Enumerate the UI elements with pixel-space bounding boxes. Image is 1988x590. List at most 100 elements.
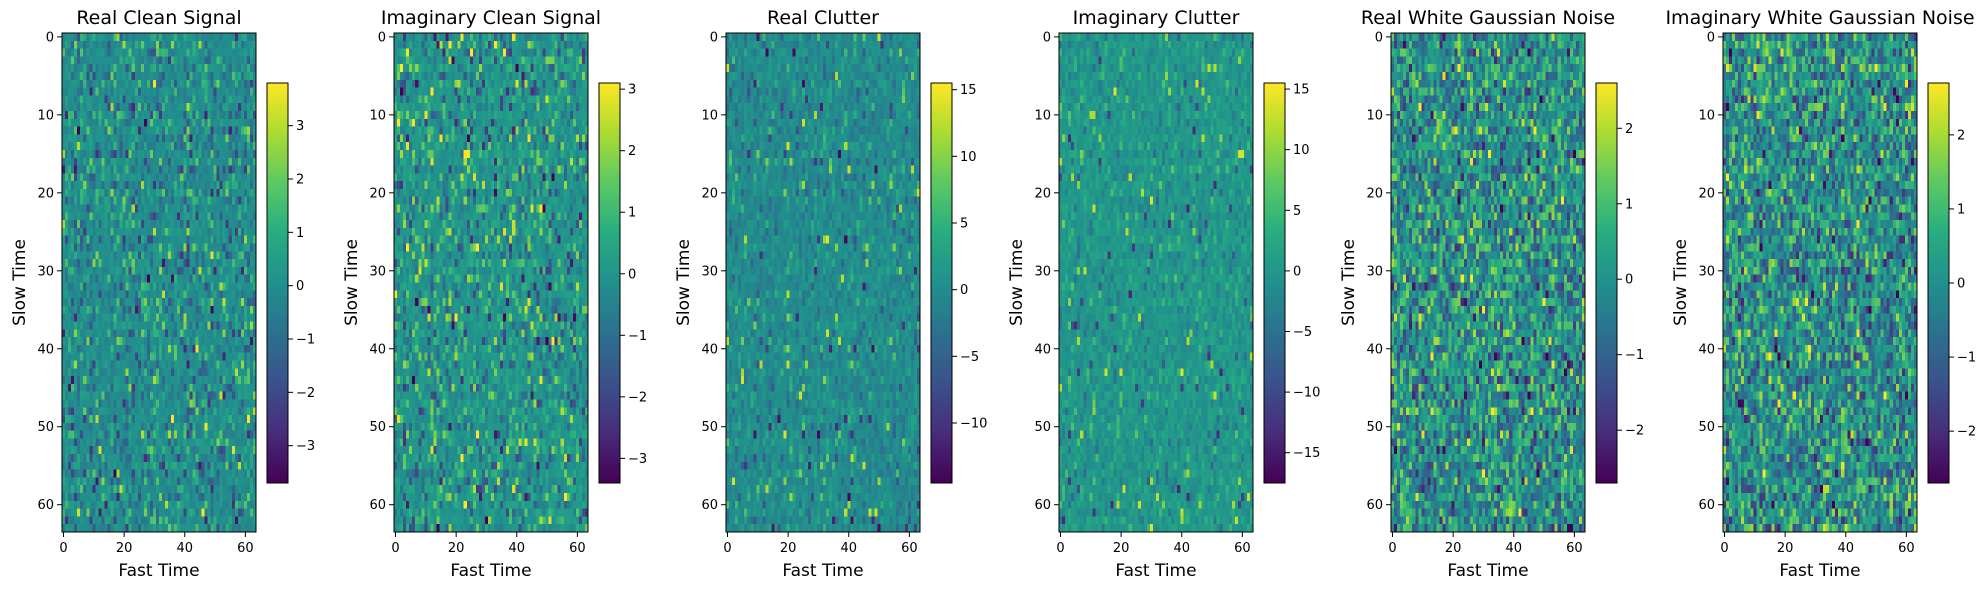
heatmap-cell [229,376,232,384]
heatmap-cell [247,415,250,423]
heatmap-cell [162,493,165,501]
heatmap-cell [150,524,153,532]
heatmap-cell [211,150,214,158]
heatmap-cell [86,103,89,111]
heatmap-cell [232,205,235,213]
heatmap-cell [244,462,247,470]
heatmap-cell [144,134,147,142]
heatmap-cell [238,314,241,322]
heatmap-cell [120,205,123,213]
heatmap-cell [141,524,144,532]
heatmap-cell [198,197,201,205]
heatmap-cell [111,228,114,236]
heatmap-cell [195,376,198,384]
heatmap-cell [89,399,92,407]
heatmap-cell [229,337,232,345]
heatmap-cell [214,446,217,454]
heatmap-cell [123,392,126,400]
heatmap-cell [147,173,150,181]
heatmap-cell [455,103,458,111]
heatmap-cell [186,275,189,283]
colorbar-band [267,363,288,368]
heatmap-cell [211,259,214,267]
heatmap-cell [177,267,180,275]
heatmap-cell [543,103,546,111]
heatmap-cell [198,103,201,111]
heatmap-cell [180,477,183,485]
heatmap-cell [162,181,165,189]
heatmap-cell [123,298,126,306]
heatmap-cell [527,64,530,72]
heatmap-cell [485,33,488,41]
heatmap-cell [86,360,89,368]
heatmap-cell [114,376,117,384]
heatmap-cell [168,314,171,322]
heatmap-cell [117,477,120,485]
heatmap-cell [214,119,217,127]
heatmap-cell [165,290,168,298]
heatmap-cell [208,236,211,244]
heatmap-cell [198,127,201,135]
heatmap-cell [177,205,180,213]
heatmap-cell [174,142,177,150]
heatmap-cell [138,438,141,446]
heatmap-cell [195,212,198,220]
heatmap-cell [226,306,229,314]
heatmap-cell [68,181,71,189]
heatmap-cell [573,64,576,72]
heatmap-cell [464,95,467,103]
colorbar-band [267,383,288,388]
heatmap-cell [83,298,86,306]
heatmap-cell [126,353,129,361]
heatmap-cell [120,134,123,142]
heatmap-cell [198,446,201,454]
heatmap-cell [189,197,192,205]
heatmap-cell [247,244,250,252]
heatmap-cell [83,477,86,485]
heatmap-cell [74,228,77,236]
heatmap-cell [177,321,180,329]
heatmap-cell [141,376,144,384]
heatmap-cell [62,384,65,392]
heatmap-cell [503,56,506,64]
heatmap-cell [232,392,235,400]
heatmap-cell [123,477,126,485]
heatmap-cell [98,321,101,329]
heatmap-cell [71,314,74,322]
heatmap-cell [217,150,220,158]
heatmap-cell [226,485,229,493]
heatmap-cell [174,477,177,485]
heatmap-cell [241,259,244,267]
heatmap-cell [77,438,80,446]
heatmap-cell [89,275,92,283]
heatmap-cell [120,470,123,478]
heatmap-cell [244,95,247,103]
heatmap-cell [564,111,567,119]
heatmap-cell [83,142,86,150]
heatmap-cell [92,64,95,72]
heatmap-cell [101,173,104,181]
heatmap-cell [126,415,129,423]
heatmap-cell [223,321,226,329]
colorbar-tick-label: −3 [296,439,315,454]
heatmap-cell [220,150,223,158]
x-tick-label: 20 [116,541,133,556]
heatmap-cell [104,72,107,80]
heatmap-cell [153,283,156,291]
heatmap-cell [165,158,168,166]
heatmap-cell [168,49,171,57]
heatmap-cell [409,111,412,119]
heatmap-cell [120,337,123,345]
heatmap-cell [186,501,189,509]
heatmap-cell [65,290,68,298]
heatmap-cell [114,189,117,197]
heatmap-cell [406,119,409,127]
heatmap-cell [68,259,71,267]
heatmap-cell [250,197,253,205]
heatmap-cell [241,41,244,49]
heatmap-cell [241,360,244,368]
heatmap-cell [65,306,68,314]
heatmap-cell [198,95,201,103]
heatmap-cell [394,64,397,72]
heatmap-cell [117,197,120,205]
